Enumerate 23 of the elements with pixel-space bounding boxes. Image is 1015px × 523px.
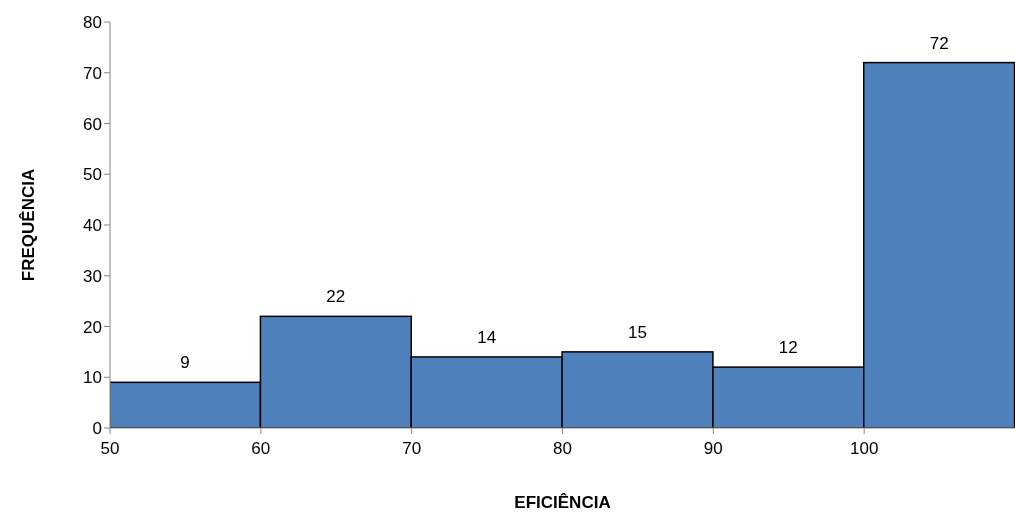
x-tick-label: 60: [251, 439, 271, 459]
y-tick-label: 0: [92, 419, 102, 439]
x-tick-label: 90: [703, 439, 723, 459]
x-tick-label: 80: [553, 439, 572, 459]
y-tick-label: 60: [83, 114, 102, 134]
data-label: 12: [778, 338, 798, 358]
y-tick-label: 70: [83, 63, 102, 83]
y-tick-label: 80: [83, 13, 102, 33]
data-label: 15: [628, 322, 647, 342]
y-tick-label: 50: [83, 165, 102, 185]
x-tick-label: 70: [402, 439, 422, 459]
data-label: 22: [326, 287, 346, 307]
x-tick-label: 100: [849, 439, 879, 459]
data-label: 72: [929, 33, 949, 53]
y-axis-title: FREQUÊNCIA: [19, 168, 39, 282]
data-label: 9: [180, 353, 190, 373]
x-axis-title: EFICIÊNCIA: [514, 493, 611, 512]
data-label: 14: [477, 327, 497, 347]
x-tick-label: 50: [100, 439, 120, 459]
y-tick-label: 30: [83, 266, 102, 286]
y-tick-label: 20: [83, 317, 102, 337]
y-tick-label: 40: [83, 216, 102, 236]
y-tick-label: 10: [83, 368, 102, 388]
